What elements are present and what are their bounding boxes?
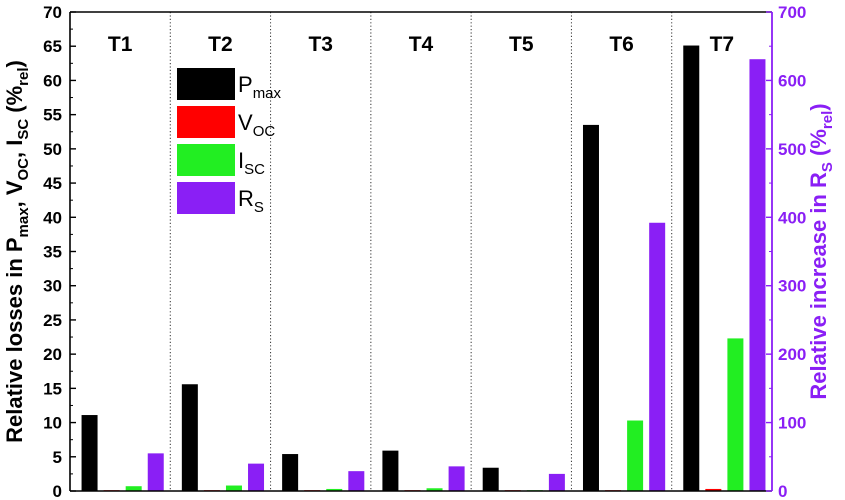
right-tick-label: 0 [778,482,787,500]
left-tick-label: 10 [43,414,62,433]
left-tick-label: 30 [43,277,62,296]
bar-t6-isc [627,420,644,491]
left-tick-label: 65 [43,37,62,56]
bar-t6-pmax [582,124,599,492]
bar-t2-rs [248,463,265,491]
bar-t6-rs [649,222,666,491]
left-tick-label: 60 [43,71,62,90]
bar-t7-pmax [683,45,700,491]
bar-t1-rs [147,453,164,491]
left-tick-label: 15 [43,379,62,398]
bar-t4-pmax [382,450,399,491]
left-tick-label: 0 [53,482,62,500]
group-label-t1: T1 [108,33,133,56]
right-tick-label: 400 [778,208,806,227]
right-axis-label: Relative increase in RS (%rel) [806,103,836,399]
right-tick-label: 700 [778,3,806,22]
bar-t5-rs [548,473,565,491]
legend-label-pmax: Pmax [238,72,282,102]
left-tick-label: 70 [43,3,62,22]
bar-t3-isc [326,488,343,491]
legend-label-voc: VOC [238,110,275,140]
left-tick-label: 50 [43,140,62,159]
group-label-t6: T6 [609,33,634,56]
right-tick-label: 500 [778,140,806,159]
right-tick-label: 300 [778,277,806,296]
group-label-t5: T5 [509,33,534,56]
group-label-t4: T4 [409,33,434,56]
bar-t4-rs [448,466,465,491]
left-tick-label: 40 [43,208,62,227]
right-tick-label: 600 [778,71,806,90]
left-axis-ticks: 0 5 10 15 20 25 30 35 40 45 50 55 60 65 70 [43,3,76,500]
bar-t1-isc [125,486,142,491]
bar-t7-voc [705,488,722,491]
group-label-t3: T3 [308,33,333,56]
bars [81,45,766,492]
left-tick-label: 45 [43,174,62,193]
plot-frame [69,11,773,492]
bar-t2-isc [225,485,242,491]
axis-labels: Relative losses in Pmax, VOC, ISC (%rel)… [2,60,836,443]
left-tick-label: 25 [43,311,62,330]
legend: Pmax VOC ISC RS [177,68,282,216]
legend-label-rs: RS [238,186,264,216]
legend-swatch-pmax [177,68,235,100]
bar-t2-pmax [181,384,198,491]
left-tick-label: 20 [43,345,62,364]
right-tick-label: 200 [778,345,806,364]
legend-swatch-isc [177,144,235,176]
group-label-t2: T2 [208,33,233,56]
left-tick-label: 35 [43,243,62,262]
bar-t3-rs [348,471,365,491]
bar-t5-pmax [482,467,499,491]
left-axis-label: Relative losses in Pmax, VOC, ISC (%rel) [2,60,32,443]
right-axis-ticks: 0 100 200 300 400 500 600 700 [766,3,806,500]
left-tick-label: 5 [53,448,62,467]
bar-t1-pmax [81,415,98,491]
legend-swatch-rs [177,182,235,214]
legend-swatch-voc [177,106,235,138]
left-tick-label: 55 [43,106,62,125]
bar-t7-isc [727,338,744,491]
right-tick-label: 100 [778,414,806,433]
bar-t4-isc [426,488,443,491]
bar-t7-rs [749,59,766,492]
legend-label-isc: ISC [238,148,265,178]
bar-t3-pmax [282,454,299,491]
group-label-t7: T7 [710,33,735,56]
group-labels: T1 T2 T3 T4 T5 T6 T7 [108,33,734,56]
